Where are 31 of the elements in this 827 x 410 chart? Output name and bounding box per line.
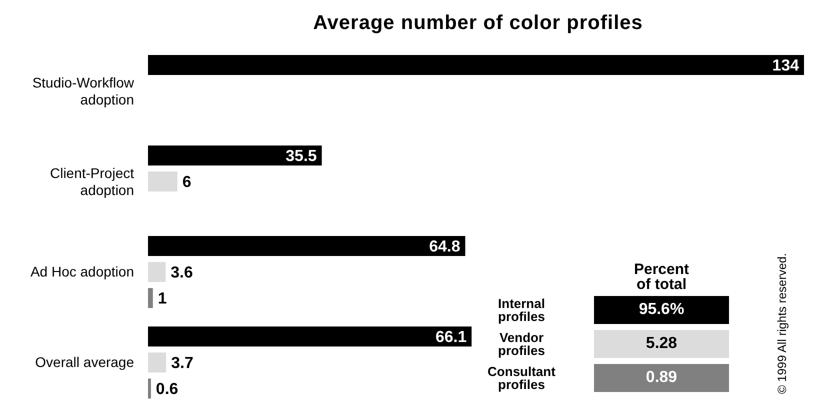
legend-title: Percent of total	[632, 261, 690, 293]
bar	[148, 236, 466, 256]
text: Consultant profiles	[486, 364, 556, 392]
data-label: 134	[772, 58, 800, 75]
legend-key: 0.89	[594, 364, 729, 392]
chart-title: Average number of color profiles	[312, 12, 644, 35]
data-label: 0.6	[156, 381, 178, 398]
y-tick-label: Client-Project adoption	[50, 164, 134, 198]
y-tick-label: Studio-Workflow adoption	[32, 74, 135, 107]
text: Internal profiles	[497, 296, 546, 324]
y-tick-label: Overall average	[35, 353, 134, 370]
text: Vendor profiles	[498, 330, 545, 358]
data-label: 64.8	[429, 238, 460, 256]
data-label: 66.1	[435, 329, 467, 346]
y-tick-label: Ad Hoc adoption	[30, 262, 134, 279]
bar	[148, 378, 151, 399]
data-label: 35.5	[286, 148, 317, 166]
bar	[148, 262, 166, 282]
annotation: © 1999 All rights reserved.	[775, 253, 789, 394]
legend-key: 5.28	[594, 330, 729, 358]
data-label: 3.7	[171, 355, 194, 372]
data-label: 1	[158, 290, 167, 308]
bar	[148, 288, 153, 308]
data-label: 3.6	[170, 264, 193, 282]
bar	[148, 146, 322, 166]
data-label: 6	[182, 174, 192, 192]
bar	[148, 172, 178, 192]
bar	[148, 326, 472, 347]
bar	[148, 352, 166, 373]
bar	[148, 55, 804, 76]
legend-key: 95.6%	[594, 296, 729, 324]
